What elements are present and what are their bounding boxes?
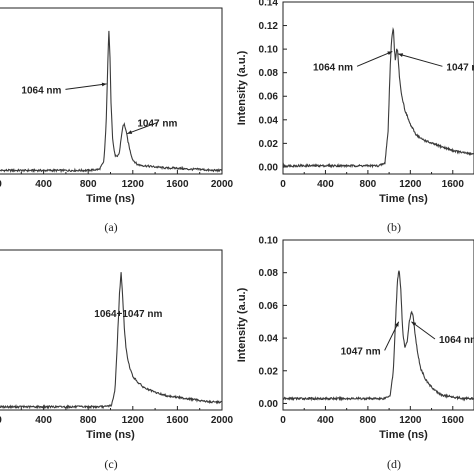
annotation-label: 1047 nm <box>341 346 381 357</box>
series-line <box>283 270 474 402</box>
annotation-arrow <box>127 122 158 135</box>
plot-frame <box>0 249 223 411</box>
annotation-arrow <box>397 53 443 67</box>
y-axis-title: Intensity (a.u.) <box>236 50 248 125</box>
series-line <box>0 272 222 410</box>
y-tick-label: 0.06 <box>259 301 279 312</box>
y-tick-label: 0.02 <box>259 139 279 150</box>
annotation-label: 1064 nm <box>439 335 474 346</box>
annotation-arrowhead <box>127 130 133 134</box>
panel-b: 0 400 800 1200 1600 0.00 0.02 0.04 0.06 0.08 0.10 0… <box>236 0 474 234</box>
chart-d: 0 400 800 1200 1600 0.00 0.02 0.04 0.06 0.08 0.10 T… <box>236 236 474 441</box>
panel-label-d: (d) <box>387 457 401 471</box>
y-tick-label: 0.08 <box>259 268 279 279</box>
y-tick-label: 0.04 <box>259 115 279 126</box>
x-tick-label: 800 <box>80 415 97 426</box>
panel-c: 0 400 800 1200 1600 2000 Time (ns) 1064+1047 nm… <box>0 249 234 471</box>
x-tick-label: 2000 <box>211 415 234 426</box>
annotation-arrow <box>384 321 400 351</box>
y-tick-label: 0.10 <box>259 236 279 247</box>
annotation-arrow <box>411 321 436 340</box>
annotation-label: 1064 nm <box>313 62 353 73</box>
annotation-label: 1047 nm <box>137 119 177 130</box>
chart-c: 0 400 800 1200 1600 2000 Time (ns) 1064+1047 nm <box>0 249 234 441</box>
x-tick-label: 1200 <box>399 179 422 190</box>
y-tick-label: 0.02 <box>259 366 279 377</box>
y-tick-label: 0.10 <box>259 45 279 56</box>
x-tick-label: 1600 <box>166 179 189 190</box>
panel-a: 0 400 800 1200 1600 2000 Time (ns) 1064 nm 1047 … <box>0 7 234 234</box>
x-axis-title: Time (ns) <box>86 429 135 441</box>
annotation-label: 1064+1047 nm <box>94 309 162 320</box>
panel-d: 0 400 800 1200 1600 0.00 0.02 0.04 0.06 0.08 0.10 T… <box>236 236 474 471</box>
panel-label-c: (c) <box>104 457 117 471</box>
y-tick-label: 0.08 <box>259 68 279 79</box>
annotation-label: 1064 nm <box>21 85 61 96</box>
x-tick-label: 1200 <box>122 179 145 190</box>
annotation-arrow <box>356 51 393 67</box>
annotation-arrowhead <box>394 321 399 327</box>
y-tick-label: 0.04 <box>259 334 279 345</box>
x-tick-label: 400 <box>317 415 334 426</box>
annotation-arrow <box>65 83 107 90</box>
x-tick-label: 1600 <box>442 179 465 190</box>
x-tick-label: 1600 <box>442 415 465 426</box>
x-tick-label: 0 <box>0 179 2 190</box>
annotation-arrowhead <box>398 53 404 57</box>
x-tick-label: 1200 <box>122 415 145 426</box>
annotation-label: 1047 nm <box>446 62 474 73</box>
x-tick-label: 400 <box>317 179 334 190</box>
x-axis-title: Time (ns) <box>86 193 135 205</box>
y-tick-label: 0.00 <box>259 162 279 173</box>
x-tick-label: 400 <box>35 415 52 426</box>
x-tick-label: 800 <box>360 179 377 190</box>
chart-b: 0 400 800 1200 1600 0.00 0.02 0.04 0.06 0.08 0.10 0… <box>236 0 474 205</box>
y-tick-label: 0.06 <box>259 92 279 103</box>
plot-frame <box>282 239 474 411</box>
plot-frame <box>282 1 474 175</box>
x-tick-label: 800 <box>80 179 97 190</box>
annotation-arrowhead <box>411 321 417 327</box>
panel-label-a: (a) <box>104 220 117 234</box>
y-tick-label: 0.12 <box>259 21 279 32</box>
y-tick-label: 0.00 <box>259 399 279 410</box>
x-tick-label: 0 <box>280 179 286 190</box>
annotation-arrowhead <box>387 51 393 56</box>
x-axis-title: Time (ns) <box>379 429 428 441</box>
x-tick-label: 400 <box>35 179 52 190</box>
x-tick-label: 0 <box>0 415 2 426</box>
series-line <box>0 30 222 174</box>
x-tick-label: 1200 <box>399 415 422 426</box>
x-tick-label: 2000 <box>211 179 234 190</box>
x-tick-label: 0 <box>280 415 286 426</box>
x-axis-title: Time (ns) <box>379 193 428 205</box>
x-tick-label: 1600 <box>166 415 189 426</box>
chart-a: 0 400 800 1200 1600 2000 Time (ns) 1064 nm 1047 … <box>0 7 234 205</box>
x-tick-label: 800 <box>360 415 377 426</box>
series-line <box>283 27 474 169</box>
y-tick-label: 0.14 <box>259 0 279 9</box>
annotation-arrowhead <box>101 82 107 87</box>
y-axis-title: Intensity (a.u.) <box>236 287 248 362</box>
panel-label-b: (b) <box>387 220 401 234</box>
